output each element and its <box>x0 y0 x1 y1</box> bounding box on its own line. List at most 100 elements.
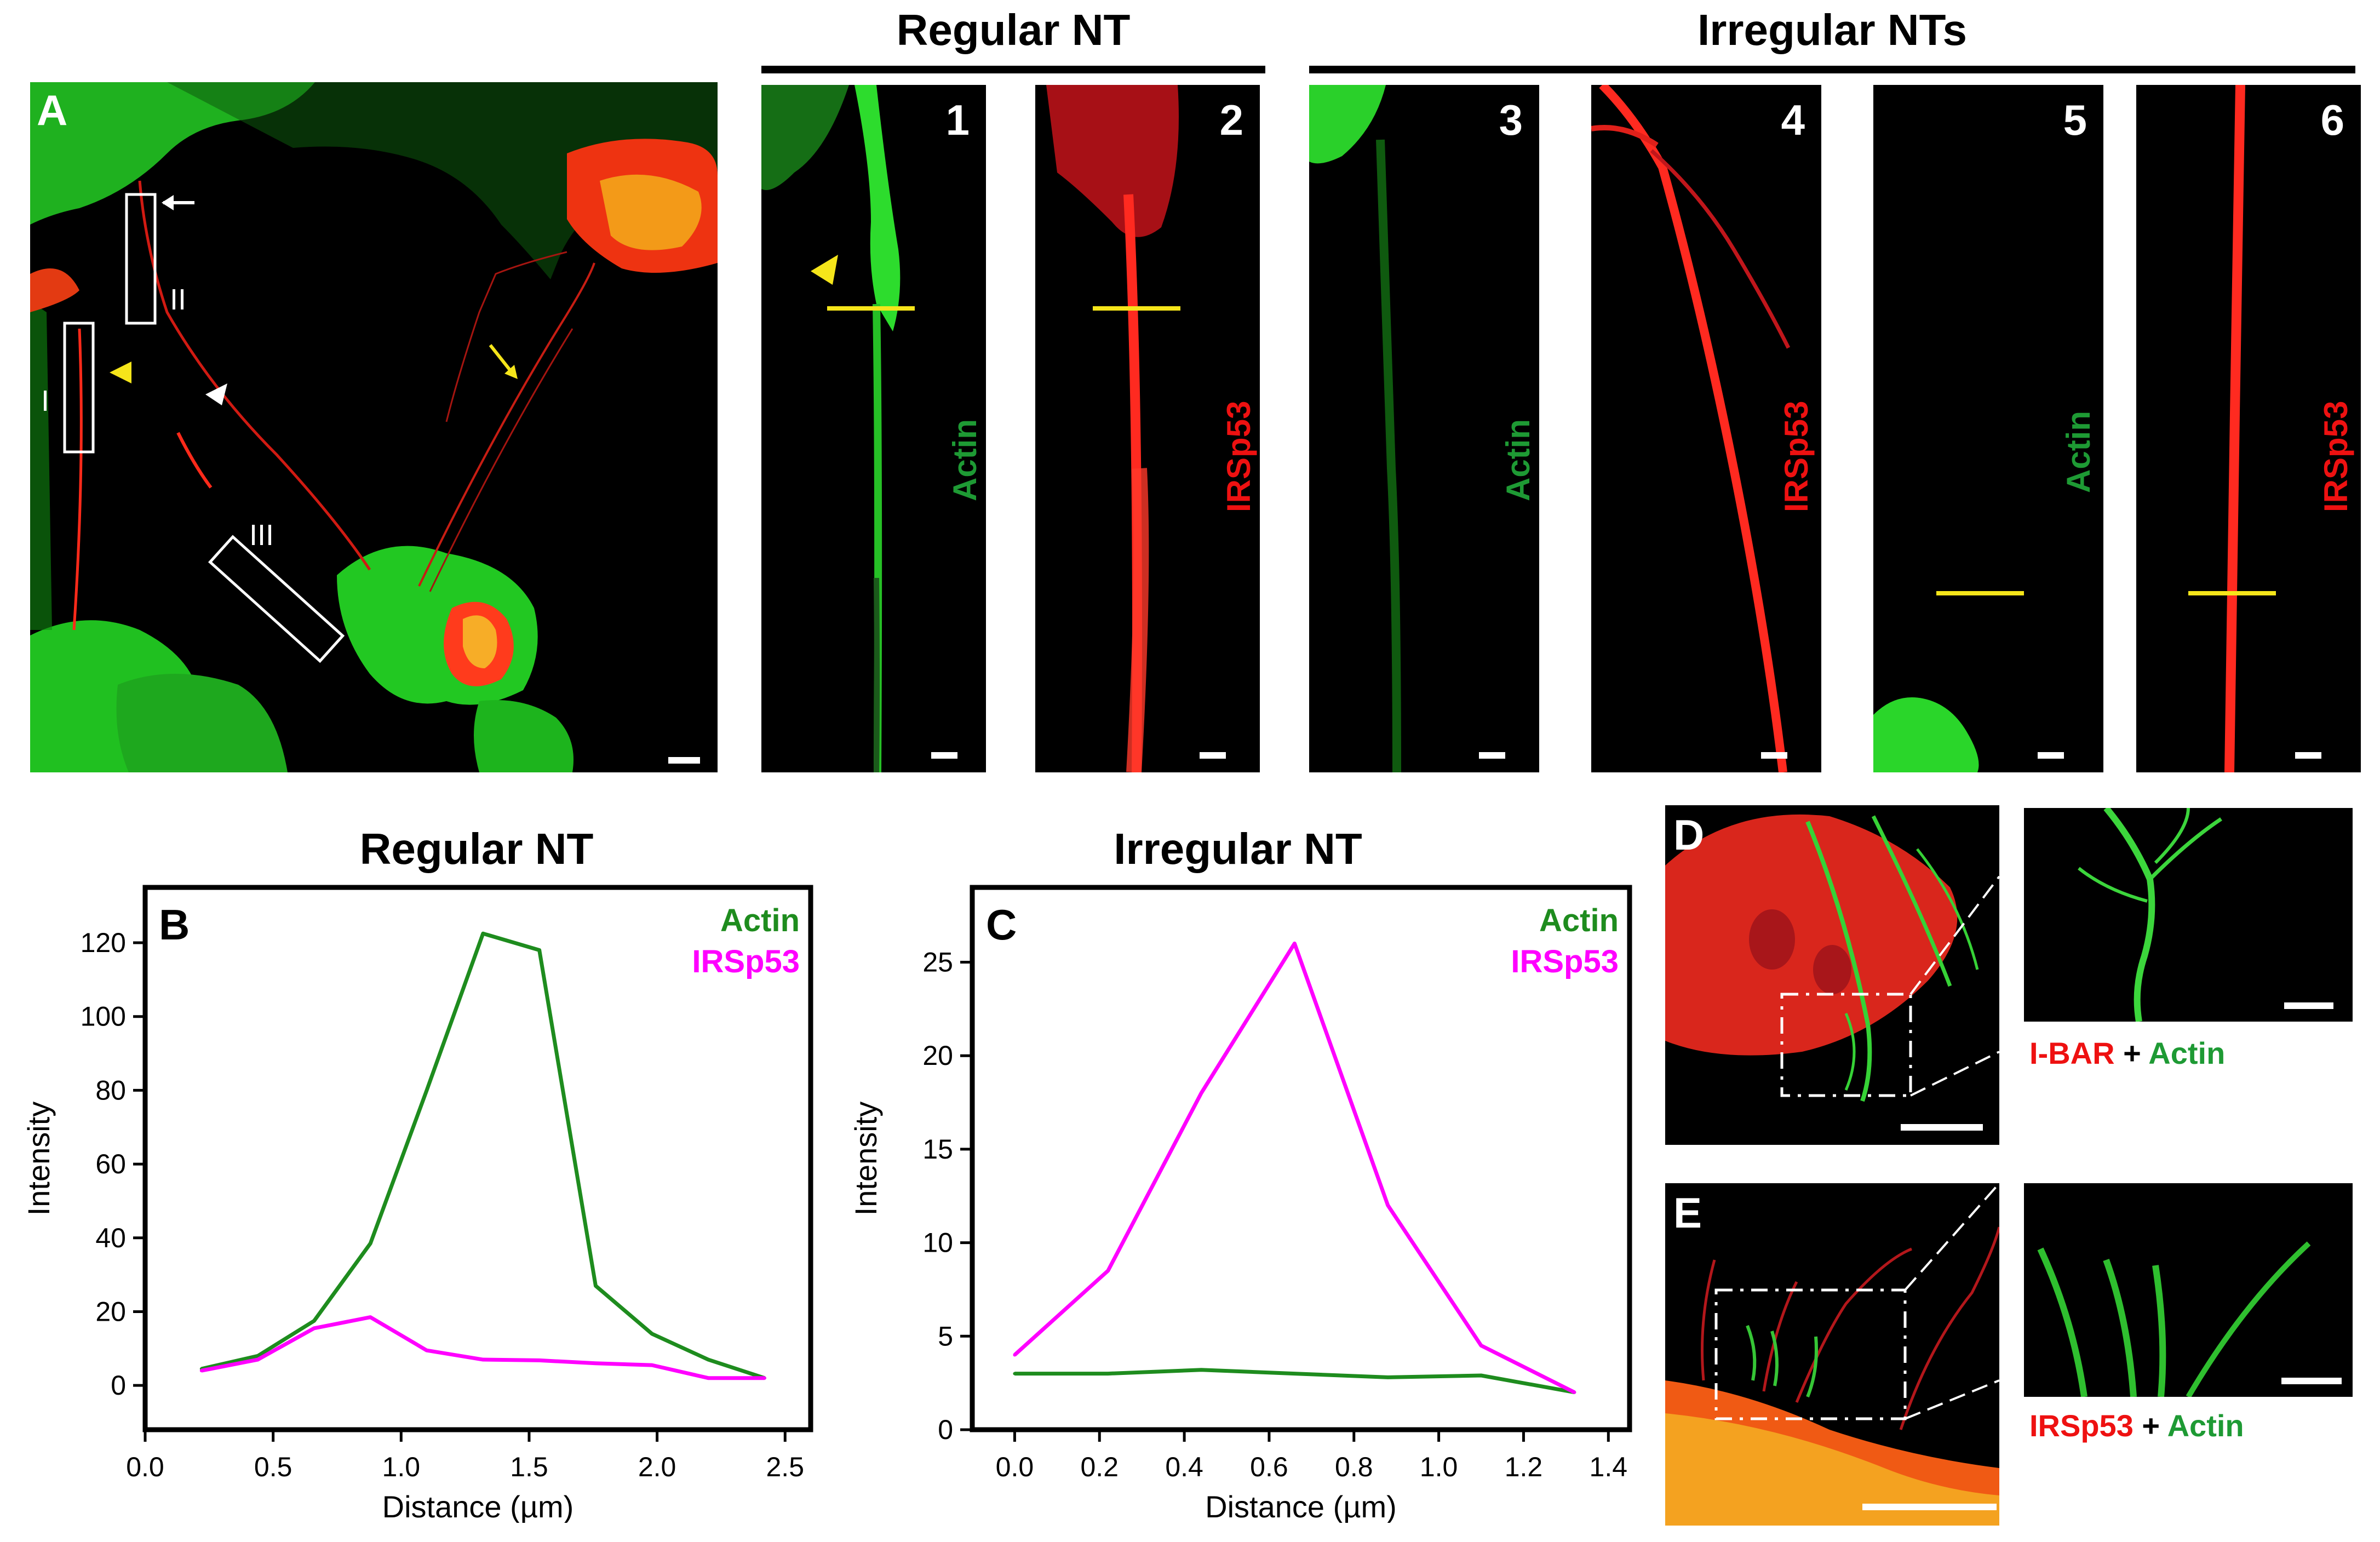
scale-bar <box>668 757 700 764</box>
y-tick-label: 20 <box>95 1296 126 1327</box>
y-tick-label: 0 <box>111 1370 126 1401</box>
legend-entry-actin: Actin <box>720 903 800 938</box>
scale-bar <box>2038 752 2064 759</box>
roi-label-iii: III <box>249 519 274 552</box>
panel-e-micrograph: E <box>1665 1183 1999 1526</box>
data-point-actin <box>312 1319 316 1323</box>
strip-3-image <box>1309 85 1401 772</box>
roi-box-ii <box>125 193 157 325</box>
regular-nt-rule <box>761 66 1265 73</box>
x-tick-label: 0.0 <box>996 1452 1034 1482</box>
data-point-actin <box>594 1284 598 1288</box>
data-point-actin <box>481 932 485 936</box>
x-tick-label: 1.0 <box>382 1452 421 1482</box>
scale-bar <box>1761 752 1787 759</box>
y-tick-label: 120 <box>81 927 126 958</box>
irregular-nts-title: Irregular NTs <box>1697 5 1967 54</box>
caption-red-stain: IRSp53 <box>2029 1408 2134 1443</box>
scale-bar <box>1901 1124 1983 1131</box>
legend-entry-irsp53: IRSp53 <box>1511 944 1619 979</box>
scale-bar <box>2295 752 2321 759</box>
panel-d-micrograph: D <box>1665 805 1999 1145</box>
x-axis-label: Distance (µm) <box>382 1489 574 1523</box>
x-tick-label: 0.5 <box>254 1452 293 1482</box>
data-point-actin <box>1386 1375 1390 1379</box>
strip-1-actin: 1 Actin <box>761 85 986 772</box>
strip-number-2: 2 <box>1219 96 1243 144</box>
y-axis-label: Intensity <box>848 1102 883 1216</box>
y-tick-label: 60 <box>95 1149 126 1179</box>
panel-e-caption: IRSp53 + Actin <box>2029 1411 2244 1441</box>
y-tick-label: 15 <box>922 1134 953 1165</box>
legend-entry-actin: Actin <box>1539 903 1619 938</box>
strip-number-5: 5 <box>2063 96 2087 144</box>
stain-label-3: Actin <box>1500 419 1536 501</box>
strip-number-3: 3 <box>1499 96 1523 144</box>
y-tick-label: 20 <box>922 1040 953 1071</box>
caption-plus: + <box>2114 1036 2149 1070</box>
data-point-irsp53 <box>1573 1390 1576 1394</box>
data-point-irsp53 <box>1479 1344 1483 1348</box>
data-point-irsp53 <box>650 1363 654 1367</box>
data-point-irsp53 <box>369 1315 372 1319</box>
panel-label-b: B <box>159 901 190 949</box>
data-point-irsp53 <box>707 1376 710 1380</box>
white-arrow-icon <box>162 195 194 210</box>
strip-4-image <box>1591 85 1791 772</box>
x-tick-label: 2.0 <box>638 1452 676 1482</box>
scale-bar <box>1200 752 1226 759</box>
data-point-actin <box>650 1332 654 1335</box>
x-tick-label: 1.0 <box>1420 1452 1458 1482</box>
scale-bar <box>931 752 957 759</box>
strip-5-actin: 5 Actin <box>1873 85 2103 772</box>
chart-b-title: Regular NT <box>359 824 594 873</box>
panel-a-image <box>30 82 718 772</box>
data-point-irsp53 <box>1200 1091 1203 1095</box>
x-tick-label: 0.6 <box>1250 1452 1288 1482</box>
data-point-irsp53 <box>537 1358 541 1362</box>
caption-green-stain: Actin <box>2148 1036 2226 1070</box>
y-tick-label: 25 <box>922 947 953 978</box>
strip-1-image <box>761 85 915 772</box>
x-tick-label: 1.2 <box>1505 1452 1543 1482</box>
yellow-arrowhead-icon <box>110 362 131 383</box>
strip-2-irsp53: 2 IRSp53 <box>1035 85 1260 772</box>
x-tick-label: 0.4 <box>1165 1452 1203 1482</box>
panel-label-c: C <box>986 901 1017 949</box>
data-point-irsp53 <box>481 1358 485 1362</box>
plot-frame <box>970 885 1632 1432</box>
series-line-irsp53 <box>1013 941 1575 1394</box>
data-point-irsp53 <box>256 1358 260 1362</box>
y-axis-label: Intensity <box>21 1102 56 1216</box>
data-point-actin <box>1479 1374 1483 1377</box>
panel-d-inset <box>2024 808 2353 1022</box>
panel-e-inset <box>2024 1183 2353 1397</box>
strip-number-1: 1 <box>945 96 970 144</box>
plot-frame <box>142 885 813 1432</box>
data-point-actin <box>1013 1372 1017 1375</box>
strip-5-image <box>1873 591 2024 772</box>
panel-a-micrograph: A I II III <box>30 82 718 772</box>
data-point-actin <box>707 1358 710 1362</box>
strip-6-image <box>2188 85 2276 772</box>
data-point-irsp53 <box>1386 1203 1390 1207</box>
data-point-irsp53 <box>1013 1353 1017 1357</box>
y-tick-label: 10 <box>922 1228 953 1258</box>
yellow-arrow-icon <box>489 344 518 379</box>
strip-number-6: 6 <box>2320 96 2344 144</box>
chart-c-title: Irregular NT <box>1114 824 1362 873</box>
panel-label-a: A <box>37 86 68 134</box>
scale-bar <box>1862 1504 1997 1510</box>
x-tick-label: 0.0 <box>126 1452 164 1482</box>
data-point-actin <box>537 948 541 952</box>
white-arrowhead-icon <box>205 383 227 405</box>
roi-box-i <box>63 322 95 454</box>
roi-box-iii <box>208 535 345 663</box>
scale-bar <box>2284 1002 2333 1009</box>
caption-green-stain: Actin <box>2167 1408 2244 1443</box>
x-tick-label: 1.4 <box>1590 1452 1628 1482</box>
data-point-irsp53 <box>199 1369 203 1373</box>
stain-label-4: IRSp53 <box>1778 400 1815 512</box>
x-tick-label: 2.5 <box>766 1452 805 1482</box>
yellow-arrowhead-icon <box>811 255 838 285</box>
